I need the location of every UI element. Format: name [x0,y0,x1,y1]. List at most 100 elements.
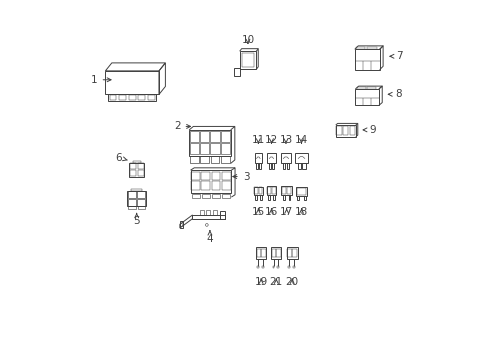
Bar [355,47,365,49]
Bar [202,194,209,198]
Bar [258,188,262,194]
Bar [133,161,140,163]
Bar [277,266,278,267]
Bar [206,210,210,215]
Text: 5: 5 [133,213,140,226]
Bar [192,215,224,219]
Bar [180,221,183,228]
Bar [280,153,290,163]
Bar [336,126,341,135]
Bar [253,186,262,195]
Bar [297,188,305,195]
Bar [286,163,289,169]
Bar [210,156,219,163]
Bar [200,156,209,163]
Bar [295,153,307,163]
Bar [233,68,240,76]
Bar [212,210,216,215]
Bar [343,126,347,135]
Bar [148,95,155,100]
Bar [286,187,291,194]
Bar [254,188,258,194]
Bar [257,266,258,268]
Text: 20: 20 [285,277,298,287]
Text: 4: 4 [206,231,213,244]
Bar [296,196,299,201]
Bar [127,191,146,206]
Bar [261,249,265,257]
Bar [138,95,145,100]
Text: 8: 8 [387,89,401,99]
Bar [266,186,276,195]
Text: 19: 19 [254,277,267,287]
Bar [211,181,220,190]
Bar [282,163,285,169]
Bar [255,195,256,200]
Bar [210,143,219,154]
Bar [271,249,276,257]
Bar [287,249,291,257]
Bar [288,195,290,200]
Text: 1: 1 [91,75,111,85]
Bar [260,195,261,200]
Bar [302,163,305,169]
Bar [288,266,289,268]
Bar [256,249,260,257]
Bar [128,95,135,100]
Bar [276,249,280,257]
Bar [267,195,269,200]
Text: 14: 14 [294,135,307,145]
Bar [271,163,274,169]
Bar [292,249,296,257]
Bar [127,199,136,206]
Bar [201,172,210,180]
Bar [267,153,275,163]
Bar [131,189,142,191]
Text: 7: 7 [389,51,403,61]
Bar [190,170,231,193]
Bar [221,143,229,154]
Bar [191,172,200,180]
Bar [222,172,230,180]
Bar [221,131,229,142]
Bar [105,71,159,94]
Bar [222,194,230,198]
Bar [283,195,284,200]
Bar [366,87,375,89]
Bar [239,51,256,69]
Bar [127,191,136,198]
Bar [129,163,144,176]
Bar [254,153,261,163]
Bar [242,53,253,67]
Bar [268,163,270,169]
Bar [282,187,285,194]
Bar [220,211,224,219]
Bar [271,247,281,259]
Bar [137,191,145,198]
Bar [356,87,365,89]
Bar [272,266,274,267]
Text: 18: 18 [294,207,307,217]
Bar [130,163,136,169]
Bar [211,172,220,180]
Text: 10: 10 [241,35,254,45]
Bar [119,95,125,100]
Bar [191,194,200,198]
Bar [335,125,355,137]
Bar [189,131,199,142]
Bar [200,143,209,154]
Bar [355,89,378,105]
Bar [286,247,297,259]
Bar [137,199,145,206]
Bar [190,156,198,163]
Bar [191,181,200,190]
Bar [266,187,270,194]
Bar [189,143,199,154]
Text: 15: 15 [251,207,264,217]
Bar [349,126,354,135]
Bar [201,181,210,190]
Bar [256,163,257,169]
Text: 16: 16 [264,207,278,217]
Bar [222,181,230,190]
Text: 21: 21 [269,277,283,287]
